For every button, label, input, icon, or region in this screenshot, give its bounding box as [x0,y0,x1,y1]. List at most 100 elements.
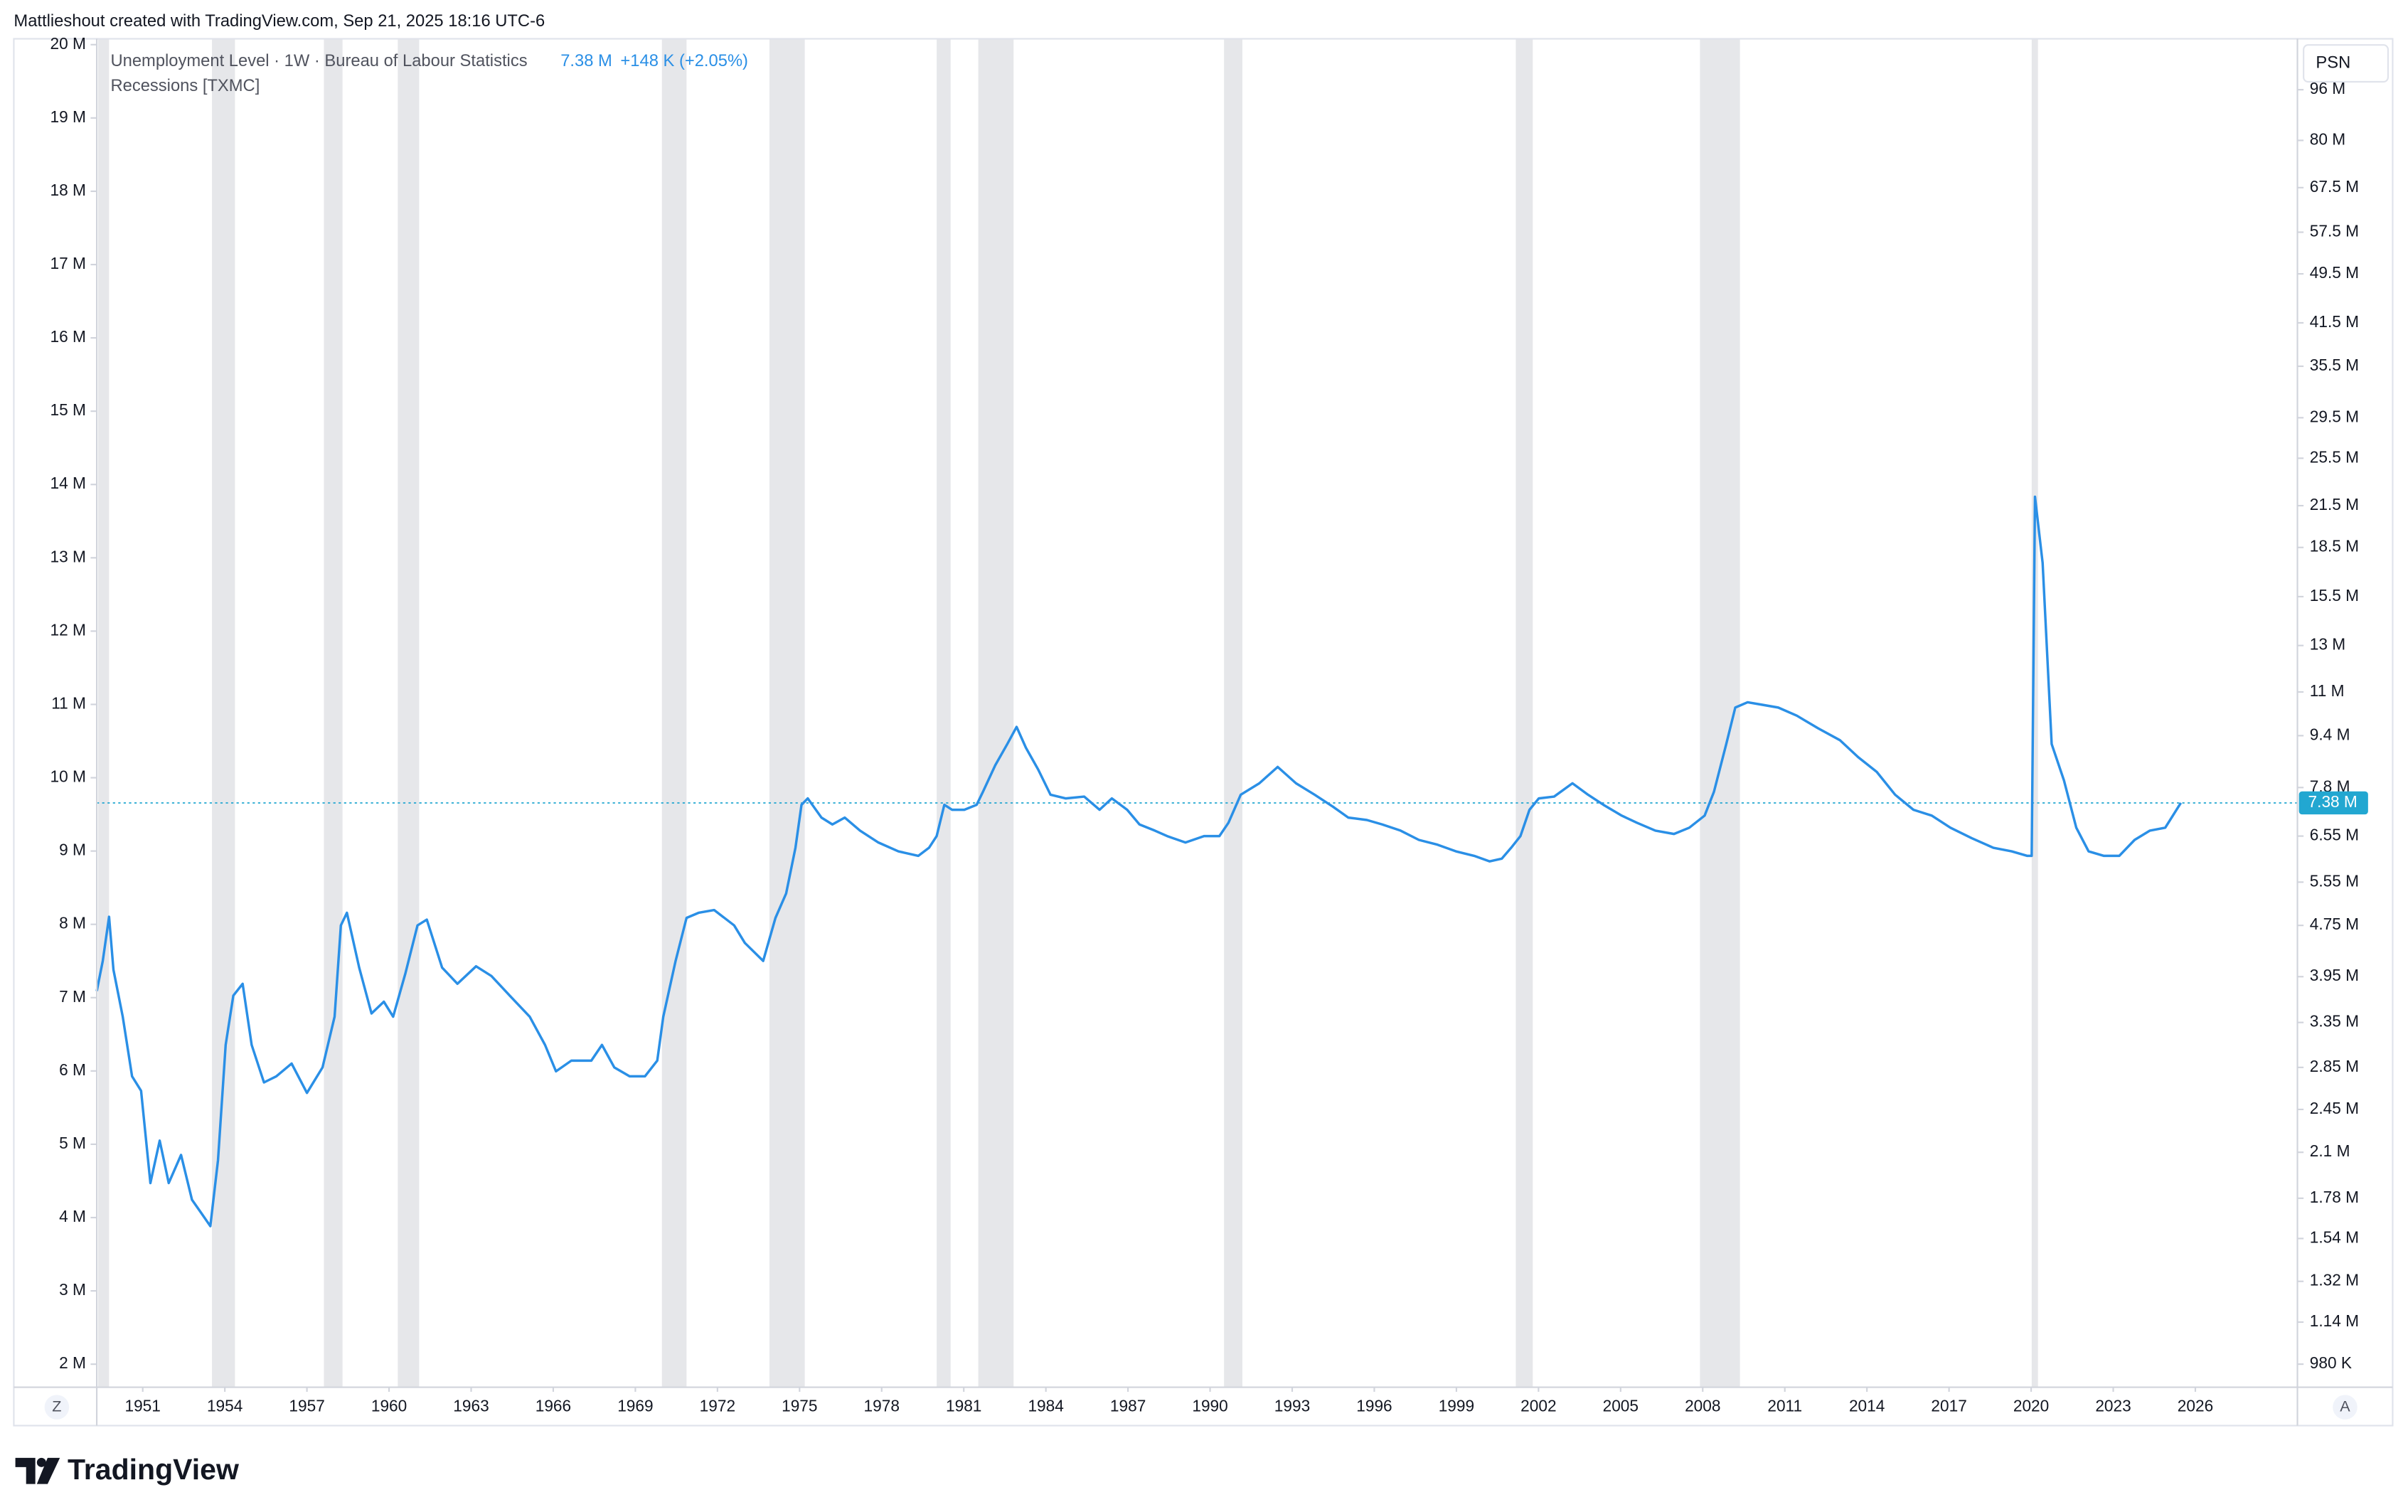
scale-mode-button[interactable] [2303,44,2390,83]
y-tick-label: 980 K [2310,1353,2352,1372]
y2-tick-label: 10 M [50,767,86,786]
x-tick-label: 1999 [1439,1397,1474,1415]
right-corner-label[interactable]: A [2340,1397,2350,1415]
y2-tick-label: 14 M [50,474,86,492]
y-tick-label: 18.5 M [2310,537,2359,555]
y-tick-label: 80 M [2310,129,2345,148]
x-tick-label: 2020 [2013,1397,2049,1415]
logo-icon [15,1457,60,1484]
y-tick-label: 6.55 M [2310,826,2359,844]
recession-band [978,38,1014,1388]
legend-last-value: 7.38 M [560,51,612,70]
y2-tick-label: 16 M [50,327,86,346]
y-tick-label: 11 M [2310,681,2345,700]
last-value-tag [2298,791,2368,815]
y-tick-label: 35.5 M [2310,356,2359,374]
credit: Mattlieshout created with TradingView.co… [14,11,545,31]
recession-band [2031,38,2038,1388]
y-tick-label: 9.4 M [2310,725,2350,743]
scale-mode-label[interactable]: PSN [2316,53,2350,72]
last-value-tag-label: 7.38 M [2308,792,2358,811]
left-corner-label[interactable]: Z [52,1397,61,1415]
y2-tick-label: 5 M [59,1134,86,1152]
legend-change: +148 K (+2.05%) [620,51,748,70]
x-tick-label: 2002 [1520,1397,1556,1415]
y2-tick-label: 3 M [59,1280,86,1299]
y-tick-label: 13 M [2310,635,2345,654]
y2-tick-label: 4 M [59,1207,86,1225]
x-tick-label: 1969 [617,1397,653,1415]
x-tick-label: 1957 [289,1397,324,1415]
y2-tick-label: 20 M [50,34,86,53]
y-tick-label: 3.35 M [2310,1012,2359,1031]
right-corner-button[interactable] [2333,1395,2358,1420]
recession-band [1515,38,1533,1388]
y-tick-label: 49.5 M [2310,263,2359,282]
y-tick-label: 2.85 M [2310,1057,2359,1075]
y2-tick-label: 13 M [50,547,86,565]
plot-layer [95,495,2298,1228]
x-tick-label: 1984 [1028,1397,1063,1415]
y2-tick-label: 6 M [59,1060,86,1079]
x-tick-label: 1993 [1274,1397,1310,1415]
y-tick-label: 25.5 M [2310,447,2359,466]
y-tick-label: 96 M [2310,79,2345,97]
y-tick-label: 1.54 M [2310,1228,2359,1246]
y-tick-label: 1.14 M [2310,1311,2359,1330]
recession-band [1224,38,1242,1388]
x-tick-label: 2014 [1849,1397,1885,1415]
y-tick-label: 15.5 M [2310,586,2359,605]
logo-text: TradingView [68,1453,239,1486]
y-tick-label: 21.5 M [2310,495,2359,513]
left-corner-button[interactable] [44,1395,70,1420]
frame [13,38,2394,1427]
recession-layer [97,38,2038,1388]
x-tick-label: 2008 [1685,1397,1720,1415]
y2-tick-label: 18 M [50,181,86,199]
x-tick-label: 2026 [2178,1397,2213,1415]
series-line [95,495,2183,1228]
y-tick-label: 4.75 M [2310,915,2359,933]
recession-band [937,38,951,1388]
legend-series-name: Unemployment Level · 1W · Bureau of Labo… [110,51,527,70]
recession-band [97,38,110,1388]
recession-band [769,38,805,1388]
y2-tick-label: 7 M [59,987,86,1006]
y-tick-label: 2.1 M [2310,1141,2350,1160]
y-tick-label: 1.32 M [2310,1271,2359,1289]
x-tick-label: 2005 [1603,1397,1639,1415]
x-tick-label: 1954 [207,1397,243,1415]
y-tick-label: 57.5 M [2310,221,2359,240]
y2-tick-label: 8 M [59,914,86,932]
x-tick-label: 1990 [1192,1397,1227,1415]
y-tick-label: 41.5 M [2310,312,2359,331]
y2-tick-label: 2 M [59,1353,86,1372]
x-tick-label: 2011 [1767,1397,1802,1415]
y2-tick-label: 15 M [50,400,86,419]
y2-tick-label: 9 M [59,841,86,859]
recession-band [661,38,687,1388]
x-tick-label: 1975 [782,1397,817,1415]
x-tick-label: 1960 [371,1397,407,1415]
y-tick-label: 1.78 M [2310,1188,2359,1206]
x-tick-label: 1987 [1110,1397,1146,1415]
y2-tick-label: 17 M [50,254,86,272]
y-tick-label: 5.55 M [2310,871,2359,890]
y-tick-label: 3.95 M [2310,966,2359,984]
recession-band [212,38,235,1388]
x-tick-label: 1972 [700,1397,735,1415]
recession-band [324,38,343,1388]
y2-tick-label: 11 M [51,693,86,712]
x-tick-label: 1981 [946,1397,981,1415]
x-tick-label: 1996 [1356,1397,1392,1415]
y2-tick-label: 19 M [50,107,86,126]
x-tick-label: 2023 [2095,1397,2131,1415]
x-tick-label: 2017 [1931,1397,1966,1415]
y-tick-label: 67.5 M [2310,177,2359,196]
x-tick-label: 1978 [864,1397,900,1415]
y-tick-label: 2.45 M [2310,1099,2359,1117]
y-tick-label: 29.5 M [2310,407,2359,425]
